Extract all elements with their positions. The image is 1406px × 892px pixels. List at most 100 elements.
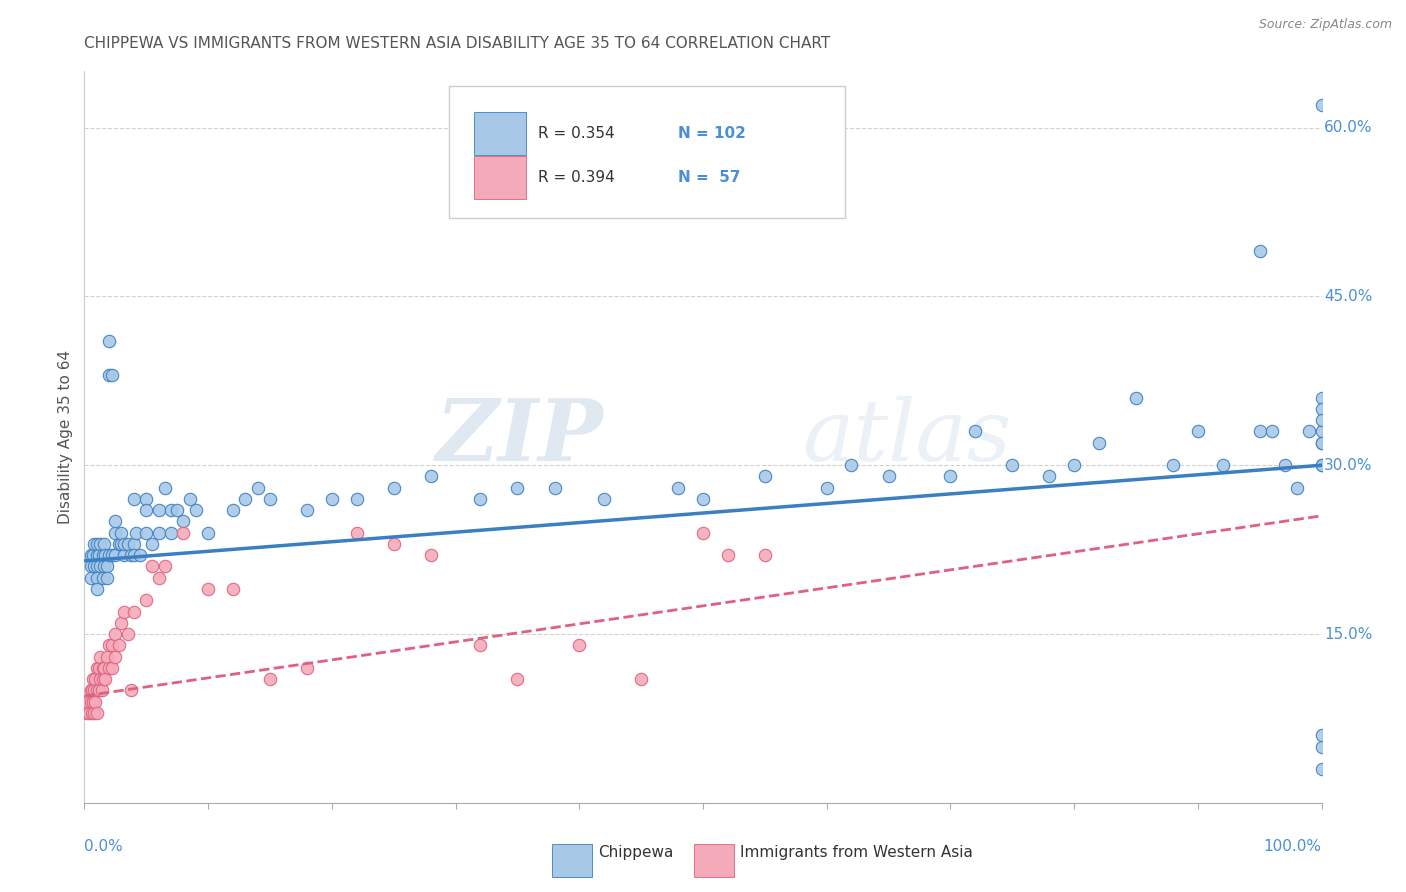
Text: N =  57: N = 57 [678,169,741,185]
Point [754,548,776,562]
Point [222,503,245,517]
Point [110,537,132,551]
Point [100,548,122,562]
Text: 30.0%: 30.0% [1324,458,1372,473]
Point [470,638,492,652]
Point [259,491,281,506]
Point [295,503,318,517]
Text: 45.0%: 45.0% [1324,289,1372,304]
Point [122,548,145,562]
Point [470,491,492,506]
Point [98,638,121,652]
Point [117,627,139,641]
Point [96,649,118,664]
Point [83,706,105,720]
Point [630,672,652,686]
Text: Immigrants from Western Asia: Immigrants from Western Asia [740,845,973,860]
Point [877,469,900,483]
Point [112,537,135,551]
Point [593,491,616,506]
Point [965,425,987,439]
Point [125,525,148,540]
Point [94,548,117,562]
Point [86,548,108,562]
Text: R = 0.354: R = 0.354 [538,126,614,141]
Point [148,525,170,540]
Point [104,627,127,641]
Point [89,548,111,562]
Point [110,615,132,630]
Point [1310,458,1333,473]
Point [1063,458,1085,473]
Text: 15.0%: 15.0% [1324,626,1372,641]
Text: 100.0%: 100.0% [1264,839,1322,855]
Point [86,559,108,574]
Point [382,537,405,551]
Text: Source: ZipAtlas.com: Source: ZipAtlas.com [1258,18,1392,31]
Point [79,559,101,574]
Point [84,672,107,686]
Text: ZIP: ZIP [436,395,605,479]
Point [222,582,245,596]
Point [79,548,101,562]
Point [197,582,219,596]
Text: Chippewa: Chippewa [598,845,673,860]
Point [100,368,122,383]
FancyBboxPatch shape [450,86,845,218]
Text: 60.0%: 60.0% [1324,120,1372,135]
Point [79,683,101,698]
FancyBboxPatch shape [553,844,592,878]
Point [104,515,127,529]
Point [86,582,108,596]
Point [98,334,121,349]
Point [568,638,591,652]
Point [76,706,98,720]
Point [148,571,170,585]
Point [80,706,103,720]
Point [543,481,565,495]
Point [1310,401,1333,416]
Point [80,683,103,698]
Point [135,503,157,517]
Point [135,525,157,540]
Point [135,491,157,506]
Point [184,503,207,517]
Point [104,649,127,664]
Point [1310,391,1333,405]
Point [117,537,139,551]
Point [754,469,776,483]
Point [112,548,135,562]
Point [1125,391,1147,405]
Text: N = 102: N = 102 [678,126,747,141]
Point [346,491,368,506]
Point [1310,435,1333,450]
Point [346,525,368,540]
Point [93,661,115,675]
Point [86,683,108,698]
Point [1310,458,1333,473]
Point [295,661,318,675]
Point [83,559,105,574]
Point [96,571,118,585]
Point [82,694,104,708]
Point [122,491,145,506]
Point [841,458,863,473]
Point [382,481,405,495]
Point [100,638,122,652]
Point [166,503,188,517]
Point [86,661,108,675]
Point [82,548,104,562]
Point [1249,425,1271,439]
Point [120,548,142,562]
Point [419,469,441,483]
Point [98,368,121,383]
Point [666,481,689,495]
Point [233,491,256,506]
Point [321,491,343,506]
Point [98,661,121,675]
Point [506,481,529,495]
FancyBboxPatch shape [695,844,734,878]
Point [1249,244,1271,259]
Point [83,683,105,698]
Point [83,537,105,551]
